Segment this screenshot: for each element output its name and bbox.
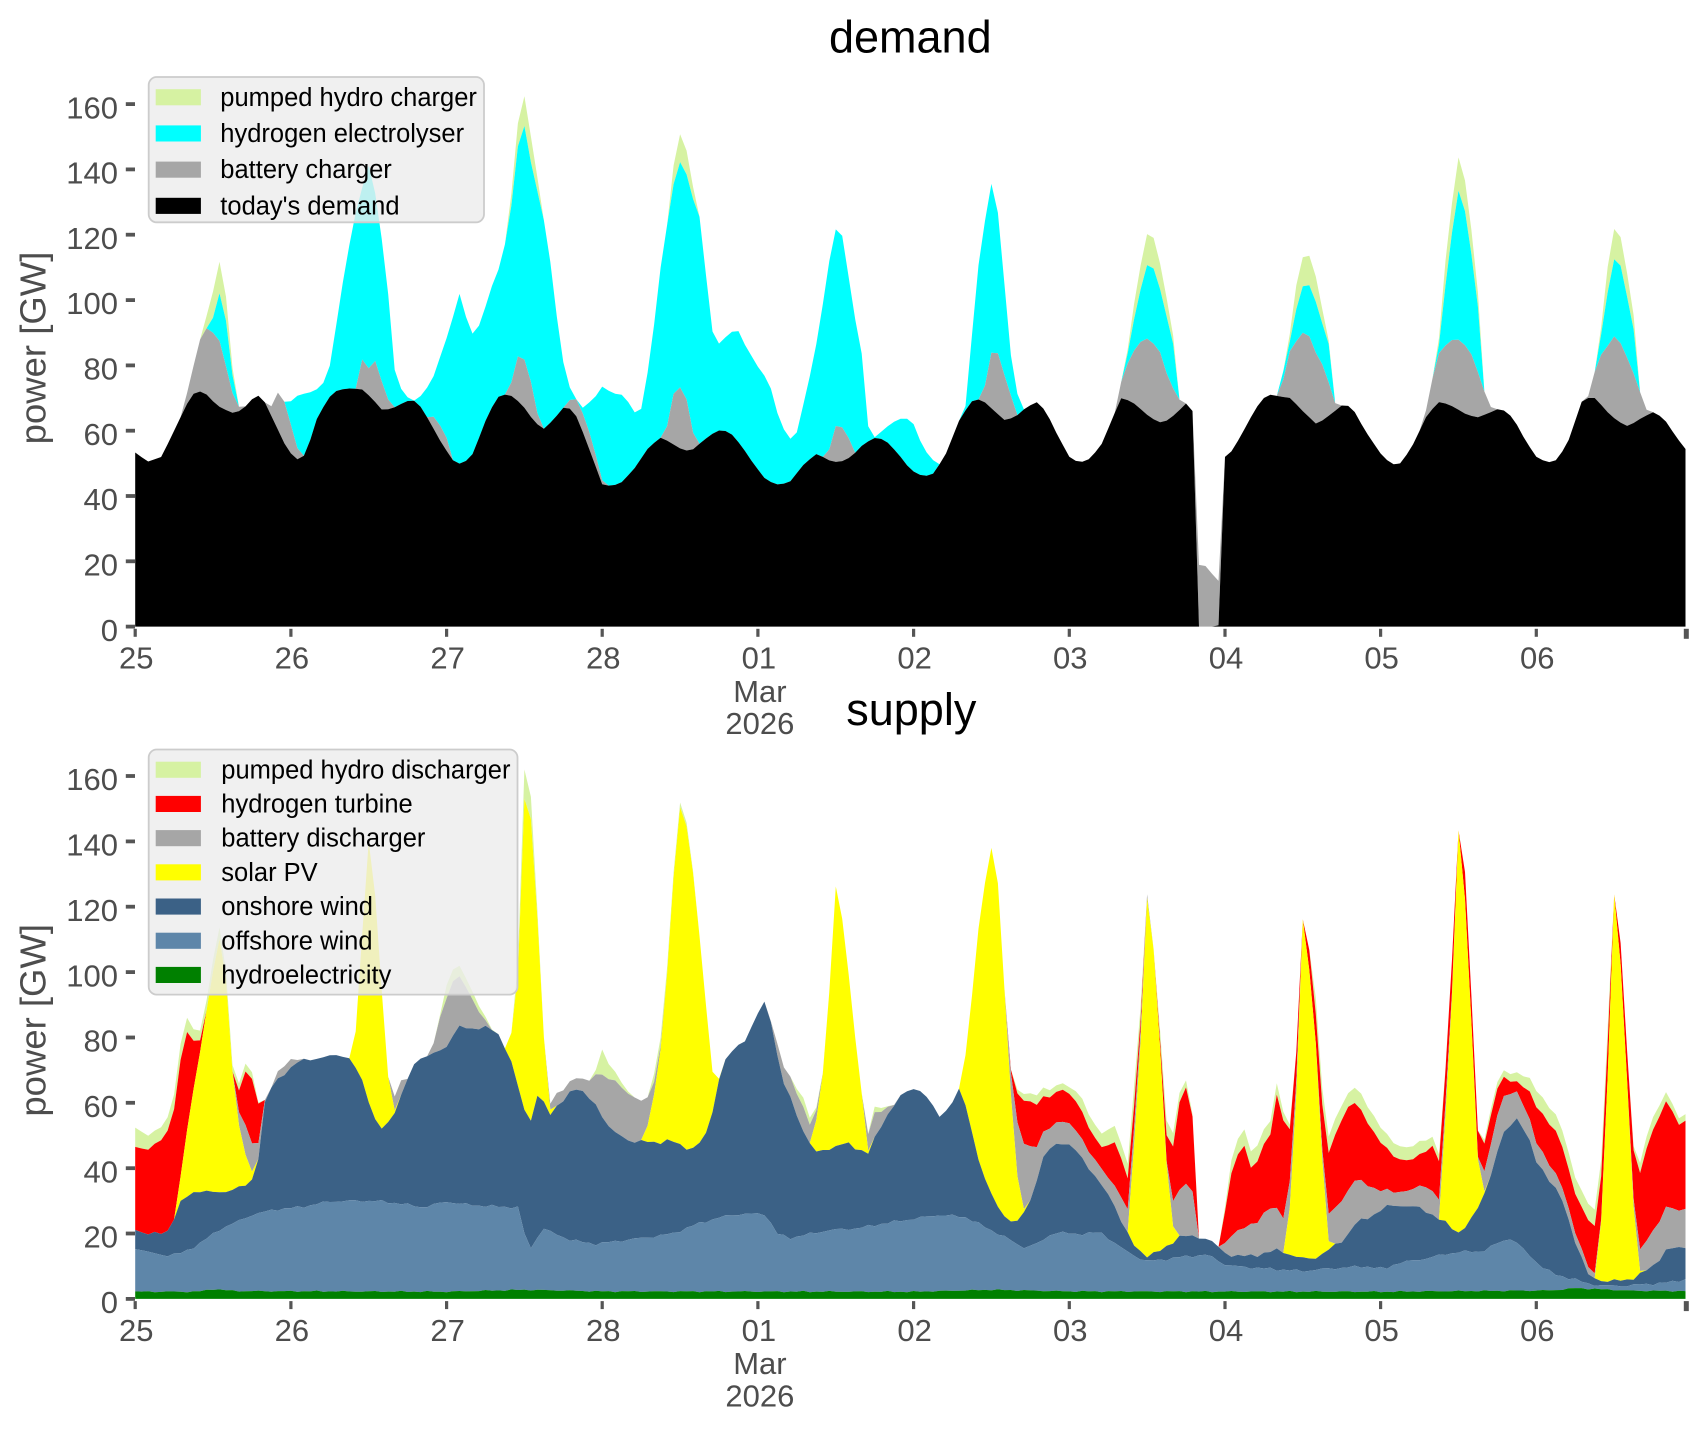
svg-text:03: 03 (1053, 1313, 1087, 1348)
svg-text:80: 80 (84, 352, 118, 387)
svg-text:03: 03 (1053, 641, 1087, 676)
svg-text:28: 28 (586, 1313, 620, 1348)
svg-text:pumped hydro charger: pumped hydro charger (220, 84, 477, 112)
svg-text:today's demand: today's demand (220, 192, 399, 220)
svg-text:27: 27 (430, 1313, 464, 1348)
svg-text:offshore wind: offshore wind (221, 927, 372, 955)
svg-text:02: 02 (897, 1313, 931, 1348)
svg-text:20: 20 (84, 548, 118, 583)
svg-text:power [GW]: power [GW] (13, 924, 54, 1117)
svg-text:05: 05 (1364, 641, 1398, 676)
svg-text:160: 160 (66, 90, 118, 125)
svg-text:02: 02 (897, 641, 931, 676)
svg-text:05: 05 (1364, 1313, 1398, 1348)
svg-text:battery discharger: battery discharger (221, 825, 426, 853)
svg-text:pumped hydro discharger: pumped hydro discharger (221, 756, 511, 784)
svg-text:28: 28 (586, 641, 620, 676)
svg-text:140: 140 (66, 828, 118, 863)
svg-text:06: 06 (1520, 641, 1554, 676)
svg-text:120: 120 (66, 221, 118, 256)
svg-text:60: 60 (84, 417, 118, 452)
svg-text:100: 100 (66, 286, 118, 321)
svg-text:onshore wind: onshore wind (221, 893, 373, 921)
svg-text:solar PV: solar PV (221, 859, 317, 887)
svg-text:hydrogen turbine: hydrogen turbine (221, 791, 412, 819)
svg-text:26: 26 (275, 1313, 309, 1348)
svg-text:04: 04 (1209, 1313, 1243, 1348)
svg-text:27: 27 (430, 641, 464, 676)
svg-text:2026: 2026 (725, 706, 794, 741)
svg-text:2026: 2026 (725, 1378, 794, 1413)
svg-text:battery charger: battery charger (220, 156, 392, 184)
svg-text:Mar: Mar (733, 674, 786, 709)
svg-text:demand: demand (829, 12, 992, 63)
svg-text:hydrogen electrolyser: hydrogen electrolyser (220, 120, 464, 148)
svg-text:60: 60 (84, 1089, 118, 1124)
svg-text:25: 25 (119, 1313, 153, 1348)
svg-text:01: 01 (742, 641, 776, 676)
svg-text:160: 160 (66, 762, 118, 797)
svg-text:power [GW]: power [GW] (13, 252, 54, 445)
svg-text:01: 01 (742, 1313, 776, 1348)
svg-text:100: 100 (66, 958, 118, 993)
svg-text:26: 26 (275, 641, 309, 676)
svg-text:supply: supply (846, 684, 977, 735)
svg-text:Mar: Mar (733, 1346, 786, 1381)
svg-text:120: 120 (66, 893, 118, 928)
svg-text:04: 04 (1209, 641, 1243, 676)
svg-text:20: 20 (84, 1220, 118, 1255)
svg-text:0: 0 (101, 613, 118, 648)
svg-text:80: 80 (84, 1024, 118, 1059)
svg-text:25: 25 (119, 641, 153, 676)
svg-text:40: 40 (84, 482, 118, 517)
svg-text:0: 0 (101, 1285, 118, 1320)
svg-text:140: 140 (66, 156, 118, 191)
svg-text:hydroelectricity: hydroelectricity (221, 962, 391, 990)
svg-text:06: 06 (1520, 1313, 1554, 1348)
svg-text:40: 40 (84, 1154, 118, 1189)
